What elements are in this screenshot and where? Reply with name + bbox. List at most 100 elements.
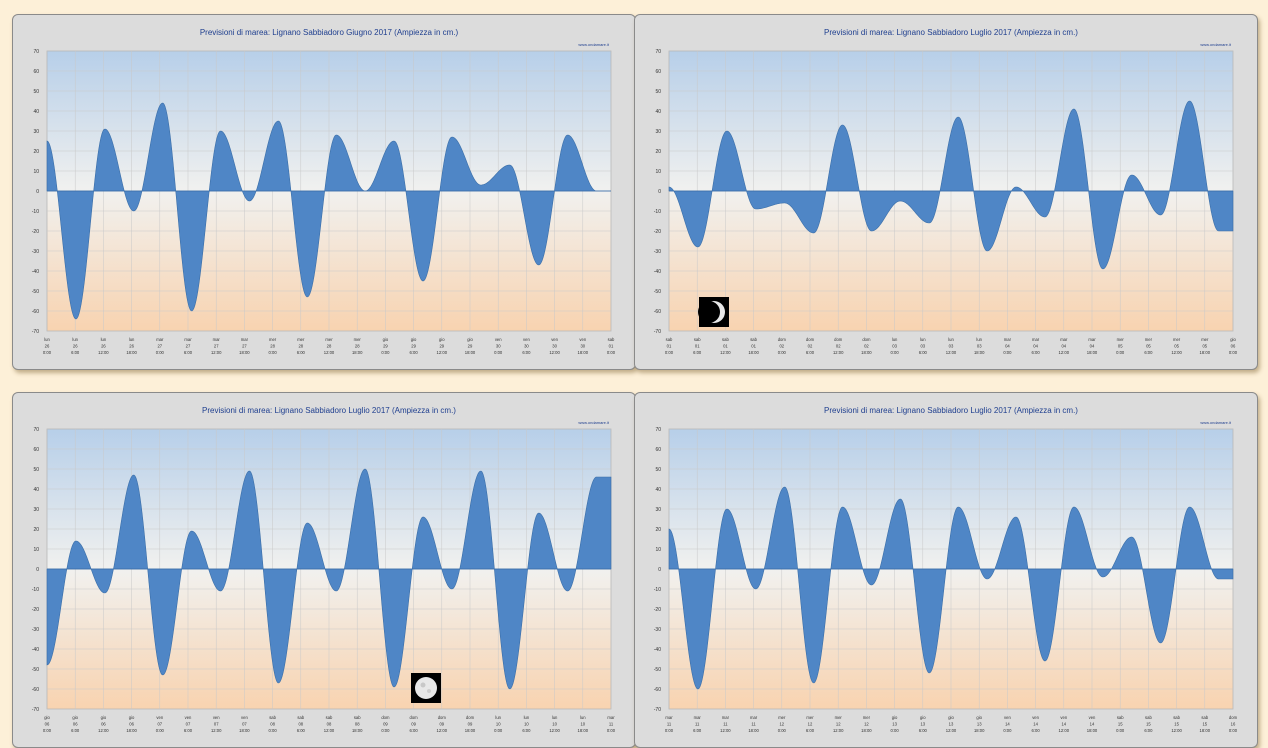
x-tick-label: 04 <box>1061 344 1066 349</box>
tide-chart-1: Previsioni di marea: Lignano Sabbiadoro … <box>32 28 616 355</box>
x-tick-label: 27 <box>186 344 191 349</box>
y-tick-label: 40 <box>655 487 661 493</box>
x-tick-label: mer <box>1117 337 1125 342</box>
y-tick-label: -70 <box>32 329 39 335</box>
x-tick-label: 04 <box>1033 344 1038 349</box>
x-tick-label: mar <box>184 337 192 342</box>
x-tick-label: 0:00 <box>43 728 52 733</box>
x-tick-label: 6:00 <box>693 728 702 733</box>
x-tick-label: 12:00 <box>549 350 560 355</box>
x-tick-label: ven <box>1060 715 1067 720</box>
x-tick-label: 12:00 <box>1059 350 1070 355</box>
x-tick-label: lun <box>495 715 501 720</box>
y-tick-label: -20 <box>32 229 39 235</box>
x-tick-label: 0:00 <box>43 350 52 355</box>
y-tick-label: -70 <box>654 707 661 713</box>
y-tick-label: 60 <box>33 447 39 453</box>
x-tick-label: 0:00 <box>1116 350 1125 355</box>
x-tick-label: mer <box>354 337 362 342</box>
x-tick-label: 30 <box>524 344 529 349</box>
y-tick-label: -30 <box>654 627 661 633</box>
chart-title: Previsioni di marea: Lignano Sabbiadoro … <box>824 28 1078 37</box>
x-tick-label: dom <box>1229 715 1238 720</box>
x-tick-label: 28 <box>270 344 275 349</box>
x-tick-label: sab <box>297 715 304 720</box>
x-tick-label: gio <box>129 715 135 720</box>
x-tick-label: 6:00 <box>1144 350 1153 355</box>
x-tick-label: 10 <box>552 722 557 727</box>
x-tick-label: 10 <box>580 722 585 727</box>
y-tick-label: 0 <box>36 567 39 573</box>
x-tick-label: 26 <box>45 344 50 349</box>
x-tick-label: 03 <box>920 344 925 349</box>
x-tick-label: 18:00 <box>352 350 363 355</box>
x-tick-label: 01 <box>667 344 672 349</box>
x-tick-label: 0:00 <box>1003 728 1012 733</box>
x-tick-label: 28 <box>355 344 360 349</box>
x-tick-label: gio <box>383 337 389 342</box>
tide-chart-4: Previsioni di marea: Lignano Sabbiadoro … <box>654 406 1238 733</box>
x-tick-label: 18:00 <box>974 350 985 355</box>
x-tick-label: lun <box>580 715 586 720</box>
credit-text: www.ondamare.it <box>1200 420 1232 425</box>
x-tick-label: 18:00 <box>126 350 137 355</box>
x-tick-label: dom <box>834 337 843 342</box>
x-tick-label: 09 <box>439 722 444 727</box>
x-tick-label: 12:00 <box>211 728 222 733</box>
y-tick-label: 0 <box>36 189 39 195</box>
x-tick-label: 27 <box>157 344 162 349</box>
x-tick-label: 04 <box>1090 344 1095 349</box>
x-tick-label: 11 <box>609 722 614 727</box>
y-tick-label: -40 <box>654 269 661 275</box>
x-tick-label: 08 <box>327 722 332 727</box>
credit-text: www.ondamare.it <box>1200 42 1232 47</box>
y-tick-label: 10 <box>655 547 661 553</box>
x-tick-label: gio <box>439 337 445 342</box>
x-tick-label: gio <box>1230 337 1236 342</box>
x-tick-label: 12:00 <box>1171 350 1182 355</box>
x-tick-label: 07 <box>242 722 247 727</box>
x-tick-label: ven <box>213 715 220 720</box>
y-tick-label: 20 <box>655 527 661 533</box>
y-tick-label: -10 <box>32 587 39 593</box>
x-tick-label: 0:00 <box>778 728 787 733</box>
x-tick-label: 14 <box>1061 722 1066 727</box>
y-tick-label: 70 <box>655 49 661 55</box>
x-tick-label: 06 <box>45 722 50 727</box>
x-tick-label: 0:00 <box>156 728 165 733</box>
x-tick-label: sab <box>1173 715 1180 720</box>
x-tick-label: ven <box>241 715 248 720</box>
x-tick-label: 26 <box>129 344 134 349</box>
x-tick-label: 18:00 <box>1200 350 1211 355</box>
x-tick-label: sab <box>750 337 757 342</box>
y-tick-label: 10 <box>655 169 661 175</box>
x-tick-label: 08 <box>270 722 275 727</box>
x-tick-label: 29 <box>439 344 444 349</box>
y-tick-label: 30 <box>33 507 39 513</box>
x-tick-label: mar <box>750 715 758 720</box>
x-tick-label: lun <box>948 337 954 342</box>
x-tick-label: 12:00 <box>324 350 335 355</box>
chart-title: Previsioni di marea: Lignano Sabbiadoro … <box>202 406 456 415</box>
x-tick-label: mar <box>1032 337 1040 342</box>
x-tick-label: gio <box>411 337 417 342</box>
x-tick-label: 0:00 <box>665 728 674 733</box>
x-tick-label: ven <box>551 337 558 342</box>
x-tick-label: 12:00 <box>549 728 560 733</box>
x-tick-label: 0:00 <box>1003 350 1012 355</box>
x-tick-label: 14 <box>1033 722 1038 727</box>
x-tick-label: 0:00 <box>778 350 787 355</box>
y-tick-label: -10 <box>654 587 661 593</box>
x-tick-label: sab <box>354 715 361 720</box>
y-tick-label: 70 <box>655 427 661 433</box>
x-tick-label: 28 <box>327 344 332 349</box>
x-tick-label: 10 <box>524 722 529 727</box>
x-tick-label: mar <box>213 337 221 342</box>
x-tick-label: 06 <box>1231 344 1236 349</box>
x-tick-label: 05 <box>1174 344 1179 349</box>
x-tick-label: 13 <box>892 722 897 727</box>
x-tick-label: sab <box>608 337 615 342</box>
x-tick-label: ven <box>495 337 502 342</box>
x-tick-label: mer <box>778 715 786 720</box>
x-tick-label: 12:00 <box>946 728 957 733</box>
